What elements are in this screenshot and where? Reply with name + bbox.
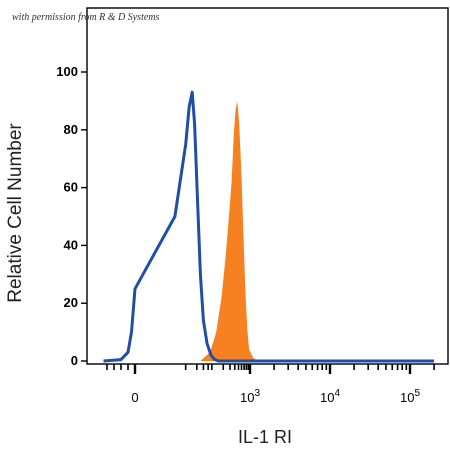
axis-layer: 0 20 40 60 80 100 0 103 104 105 (56, 64, 435, 405)
y-tick-label: 20 (64, 295, 78, 310)
x-axis-title: IL-1 RI (238, 427, 292, 447)
series-layer (103, 90, 435, 363)
outline-histogram (103, 90, 435, 363)
y-axis-title: Relative Cell Number (5, 123, 26, 303)
x-tick-label: 0 (131, 390, 138, 405)
y-tick-label: 40 (64, 237, 78, 252)
permission-watermark: with permission from R & D Systems (12, 12, 160, 23)
y-tick-label: 80 (64, 122, 78, 137)
filled-histogram (103, 100, 435, 362)
y-tick-label: 60 (64, 180, 78, 195)
x-tick-label: 105 (400, 388, 420, 405)
x-tick-label: 104 (320, 388, 340, 405)
y-tick-label: 100 (56, 64, 78, 79)
x-tick-label: 103 (240, 388, 260, 405)
plot-frame (86, 7, 449, 365)
y-tick-label: 0 (71, 353, 78, 368)
